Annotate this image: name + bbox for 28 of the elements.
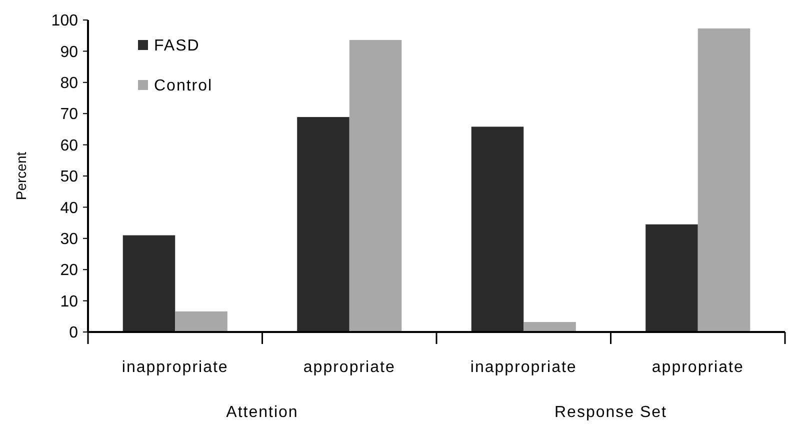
y-tick-label: 0 [69, 324, 78, 342]
y-tick-label: 70 [60, 106, 78, 124]
y-tick-label: 50 [60, 168, 78, 186]
x-tick-label: appropriate [652, 359, 744, 376]
bar [122, 235, 176, 332]
y-tick-label: 90 [60, 44, 78, 61]
y-tick-label: 60 [60, 137, 78, 154]
bar [698, 28, 750, 332]
text: Attention [226, 404, 298, 421]
bar [646, 224, 698, 332]
bar [175, 311, 228, 332]
bar [524, 322, 576, 332]
legend-label: FASD [154, 38, 200, 55]
x-tick-label: inappropriate [470, 359, 577, 376]
bar [297, 117, 350, 332]
text: Response Set [554, 404, 668, 421]
x-tick-label: appropriate [303, 359, 396, 376]
y-tick-label: 80 [60, 75, 78, 92]
y-tick-label: 30 [60, 231, 78, 248]
legend-label: Control [154, 78, 213, 95]
bar [471, 126, 524, 332]
y-axis-title: Percent [13, 152, 29, 200]
x-tick-label: inappropriate [122, 359, 228, 376]
y-tick-label: 10 [60, 293, 78, 310]
bar [349, 40, 402, 332]
y-tick-label: 40 [60, 200, 78, 217]
y-tick-label: 20 [60, 262, 78, 280]
y-tick-label: 100 [51, 12, 78, 30]
